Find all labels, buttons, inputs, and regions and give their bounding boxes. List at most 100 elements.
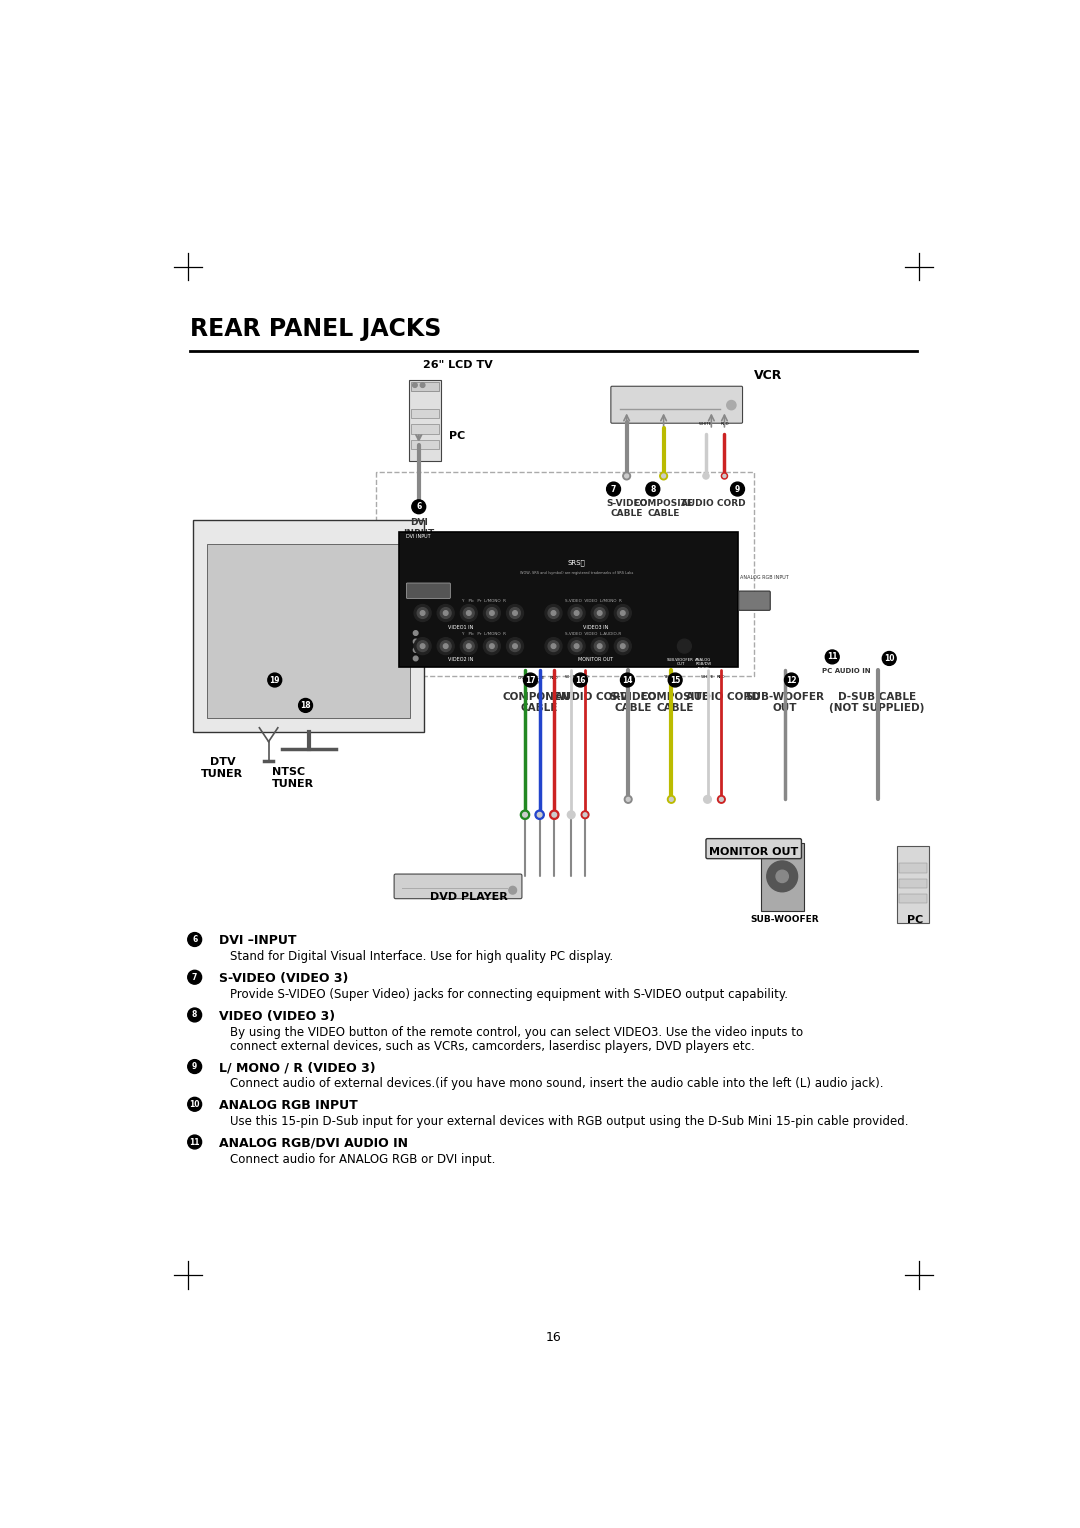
Text: 9: 9 bbox=[734, 484, 740, 494]
Circle shape bbox=[551, 643, 556, 648]
Circle shape bbox=[188, 932, 202, 946]
Circle shape bbox=[420, 643, 424, 648]
Text: DVD PLAYER: DVD PLAYER bbox=[430, 892, 508, 902]
Circle shape bbox=[703, 472, 710, 480]
Circle shape bbox=[545, 637, 562, 654]
Text: RED: RED bbox=[717, 675, 726, 678]
Circle shape bbox=[730, 483, 744, 497]
Circle shape bbox=[411, 500, 426, 513]
Text: ANALOG RGB INPUT: ANALOG RGB INPUT bbox=[218, 1099, 357, 1112]
Text: SUB-WOOFER
OUT: SUB-WOOFER OUT bbox=[745, 692, 824, 714]
Text: 17: 17 bbox=[525, 675, 536, 685]
Circle shape bbox=[414, 637, 431, 654]
Text: DVI –INPUT: DVI –INPUT bbox=[218, 934, 296, 947]
Circle shape bbox=[784, 672, 798, 688]
Text: VIDEO1 IN: VIDEO1 IN bbox=[448, 625, 474, 630]
Text: D-SUB CABLE
(NOT SUPPLIED): D-SUB CABLE (NOT SUPPLIED) bbox=[829, 692, 924, 714]
Circle shape bbox=[717, 796, 725, 804]
FancyBboxPatch shape bbox=[739, 591, 770, 610]
Circle shape bbox=[573, 672, 588, 688]
Circle shape bbox=[467, 643, 471, 648]
Circle shape bbox=[569, 813, 573, 816]
Circle shape bbox=[486, 608, 497, 619]
Circle shape bbox=[414, 503, 423, 512]
Circle shape bbox=[417, 504, 421, 509]
Circle shape bbox=[441, 640, 451, 651]
Text: REAR PANEL JACKS: REAR PANEL JACKS bbox=[190, 318, 442, 341]
Circle shape bbox=[545, 605, 562, 622]
Text: 16: 16 bbox=[576, 675, 585, 685]
Circle shape bbox=[513, 643, 517, 648]
Text: VIDEO3 IN: VIDEO3 IN bbox=[583, 625, 608, 630]
Circle shape bbox=[581, 811, 589, 819]
Text: ANALOG RGB/DVI AUDIO IN: ANALOG RGB/DVI AUDIO IN bbox=[218, 1137, 407, 1149]
Circle shape bbox=[535, 810, 544, 819]
Text: VCR: VCR bbox=[754, 370, 782, 382]
Circle shape bbox=[591, 637, 608, 654]
Text: S-VIDEO (VIDEO 3): S-VIDEO (VIDEO 3) bbox=[218, 972, 348, 986]
Circle shape bbox=[705, 798, 710, 801]
Circle shape bbox=[510, 640, 521, 651]
Text: 10: 10 bbox=[883, 654, 894, 663]
Circle shape bbox=[646, 483, 660, 497]
Text: 7: 7 bbox=[611, 484, 617, 494]
Text: WOW, SRS and (symbol) are registered trademarks of SRS Labs: WOW, SRS and (symbol) are registered tra… bbox=[519, 570, 633, 575]
Bar bbox=[207, 544, 410, 718]
Circle shape bbox=[882, 651, 896, 665]
Circle shape bbox=[607, 483, 621, 497]
Circle shape bbox=[467, 611, 471, 616]
Text: PC AUDIO IN: PC AUDIO IN bbox=[822, 668, 870, 674]
Bar bbox=[411, 410, 438, 419]
Circle shape bbox=[420, 384, 424, 388]
Circle shape bbox=[510, 608, 521, 619]
Circle shape bbox=[188, 1059, 202, 1074]
Circle shape bbox=[621, 643, 625, 648]
Text: 10: 10 bbox=[189, 1100, 200, 1109]
Text: SUB-WOOFER: SUB-WOOFER bbox=[751, 915, 819, 924]
Text: Use this 15-pin D-Sub input for your external devices with RGB output using the : Use this 15-pin D-Sub input for your ext… bbox=[230, 1115, 908, 1128]
Text: SRSⓄ: SRSⓄ bbox=[568, 559, 585, 565]
Circle shape bbox=[188, 1008, 202, 1022]
Text: VIDEO (VIDEO 3): VIDEO (VIDEO 3) bbox=[218, 1010, 335, 1022]
Circle shape bbox=[575, 611, 579, 616]
Circle shape bbox=[583, 813, 588, 816]
Bar bbox=[193, 520, 424, 732]
Bar bbox=[408, 380, 441, 460]
Circle shape bbox=[489, 611, 495, 616]
Text: 6: 6 bbox=[192, 935, 198, 944]
Circle shape bbox=[523, 813, 527, 817]
Text: WHITE: WHITE bbox=[701, 675, 714, 678]
Bar bbox=[408, 607, 422, 648]
Circle shape bbox=[571, 608, 582, 619]
FancyBboxPatch shape bbox=[611, 387, 743, 423]
Circle shape bbox=[460, 637, 477, 654]
Circle shape bbox=[767, 860, 798, 892]
Text: 18: 18 bbox=[300, 701, 311, 711]
Text: VIDEO2 IN: VIDEO2 IN bbox=[448, 657, 474, 662]
Circle shape bbox=[727, 400, 735, 410]
FancyBboxPatch shape bbox=[406, 584, 450, 599]
Circle shape bbox=[575, 643, 579, 648]
Text: RED
Pr: RED Pr bbox=[550, 677, 558, 685]
Circle shape bbox=[414, 605, 431, 622]
Text: L/ MONO / R (VIDEO 3): L/ MONO / R (VIDEO 3) bbox=[218, 1060, 375, 1074]
Circle shape bbox=[825, 649, 839, 663]
Text: MONITOR OUT: MONITOR OUT bbox=[710, 847, 798, 857]
Circle shape bbox=[567, 811, 575, 819]
Circle shape bbox=[484, 637, 500, 654]
Text: PC: PC bbox=[449, 431, 465, 442]
Circle shape bbox=[662, 474, 665, 478]
Text: 16: 16 bbox=[545, 1331, 562, 1343]
Text: COMPOSITE
CABLE: COMPOSITE CABLE bbox=[640, 692, 710, 714]
Circle shape bbox=[524, 672, 538, 688]
Text: Y    Pb   Pr  L/MONO  R: Y Pb Pr L/MONO R bbox=[461, 599, 507, 604]
Circle shape bbox=[597, 643, 602, 648]
Circle shape bbox=[677, 639, 691, 652]
Text: GREEN
Y: GREEN Y bbox=[517, 677, 532, 685]
Text: BLUE
Pb: BLUE Pb bbox=[535, 677, 545, 685]
Circle shape bbox=[463, 640, 474, 651]
Text: 14: 14 bbox=[622, 675, 633, 685]
Text: WHITE: WHITE bbox=[699, 422, 713, 426]
Bar bbox=[400, 532, 739, 666]
Text: DVI INPUT: DVI INPUT bbox=[406, 535, 430, 539]
